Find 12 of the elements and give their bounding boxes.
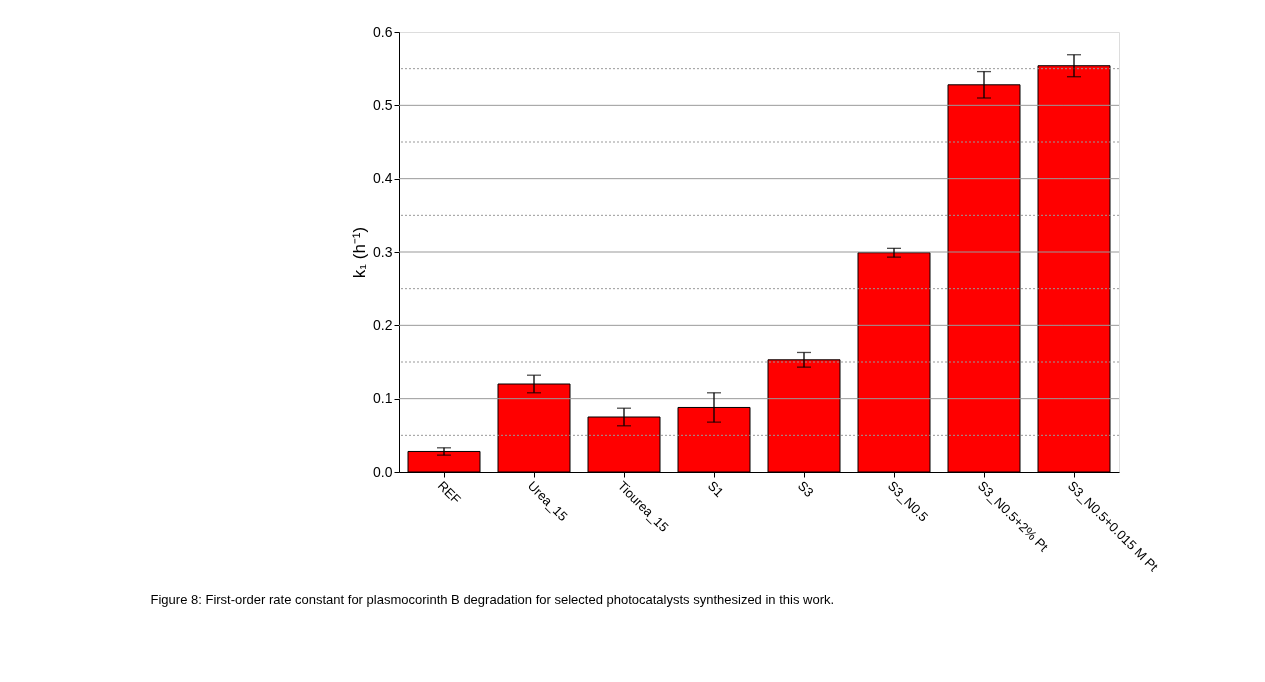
y-tick-label: 0.0 [373,463,393,480]
y-tick-label: 0.1 [373,390,393,407]
x-tick-label: S1 [704,478,727,500]
x-tick-label: REF [434,478,464,508]
y-tick-label: 0.2 [373,316,393,333]
y-tick-label: 0.5 [373,96,393,113]
y-tick-label: 0.3 [373,243,393,260]
y-tick-label: 0.6 [373,23,393,40]
y-tick-label: 0.4 [373,170,393,187]
caption: Figure 8: First-order rate constant for plasmocorinth B degradation for selected photocatalysts synthesized in this work. [150,591,835,607]
y-axis-title: k₁ (h⁻¹) [350,226,370,279]
x-tick-label: S3 [794,478,817,500]
